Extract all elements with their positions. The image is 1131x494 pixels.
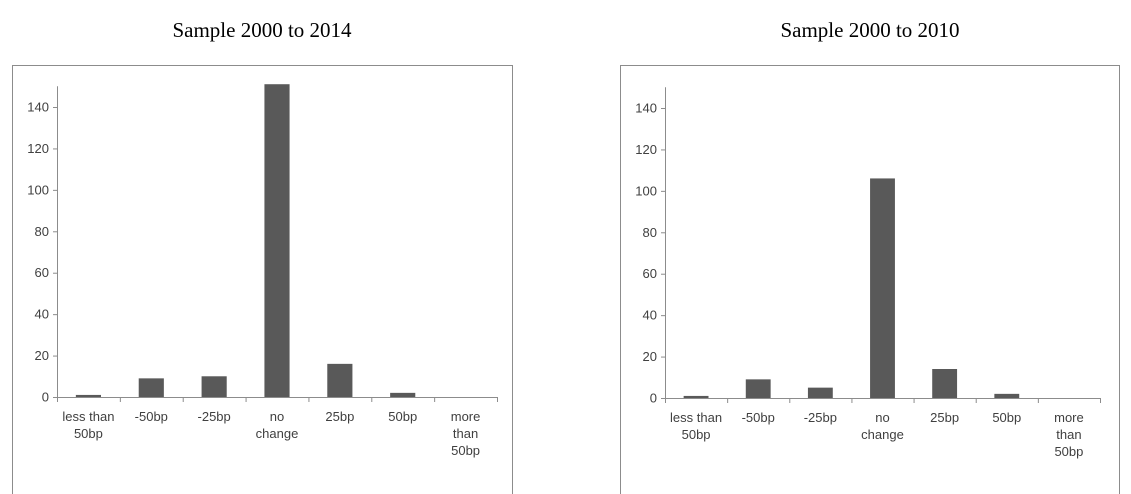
x-category-label: 25bp [325, 409, 354, 424]
x-category-label: less than 50bp [670, 410, 722, 442]
x-category-label: less than 50bp [62, 409, 114, 441]
y-tick-label: 20 [35, 348, 49, 363]
y-tick-label: 120 [635, 142, 657, 157]
y-tick-label: 140 [27, 100, 49, 115]
chart-title-right: Sample 2000 to 2010 [780, 18, 960, 42]
x-category-label: 25bp [930, 410, 959, 425]
x-category-label: -25bp [804, 410, 837, 425]
x-category-label: no change [861, 410, 904, 442]
bar [327, 363, 353, 397]
x-category-label: 50bp [388, 409, 417, 424]
y-tick-label: 60 [643, 266, 657, 281]
x-category-label: -50bp [742, 410, 775, 425]
bar [683, 395, 709, 398]
chart-panel-left: 0 20 40 60 80 100 120 140 less than 50bp -50bp -25b… [12, 65, 513, 494]
y-tick-label: 0 [42, 390, 49, 405]
bar [745, 379, 771, 398]
chart-panel-right: 0 20 40 60 80 100 120 140 less than 50bp -50bp -25b… [620, 65, 1120, 494]
bar [994, 393, 1020, 398]
bar [138, 378, 164, 397]
x-category-label: more than 50bp [1054, 410, 1084, 459]
chart-frame-right [620, 65, 1120, 494]
chart-frame-left [12, 65, 513, 494]
y-tick-label: 80 [643, 225, 657, 240]
bar [932, 369, 958, 398]
y-tick-label: 140 [635, 101, 657, 116]
y-tick-label: 40 [643, 308, 657, 323]
y-tick-label: 20 [643, 349, 657, 364]
bar [807, 387, 833, 398]
x-category-label: -50bp [135, 409, 168, 424]
y-tick-label: 80 [35, 224, 49, 239]
y-tick-label: 60 [35, 265, 49, 280]
bar [264, 84, 290, 397]
y-tick-label: 40 [35, 307, 49, 322]
x-category-label: no change [256, 409, 299, 441]
x-category-label: more than 50bp [451, 409, 481, 458]
bar [75, 394, 101, 397]
bar [390, 392, 416, 397]
y-tick-label: 100 [27, 182, 49, 197]
bar [201, 376, 227, 397]
x-category-label: -25bp [198, 409, 231, 424]
bar [870, 178, 895, 398]
y-tick-label: 120 [27, 141, 49, 156]
y-tick-label: 100 [635, 183, 657, 198]
x-category-label: 50bp [992, 410, 1021, 425]
chart-title-left: Sample 2000 to 2014 [172, 18, 352, 42]
y-tick-label: 0 [650, 391, 657, 406]
